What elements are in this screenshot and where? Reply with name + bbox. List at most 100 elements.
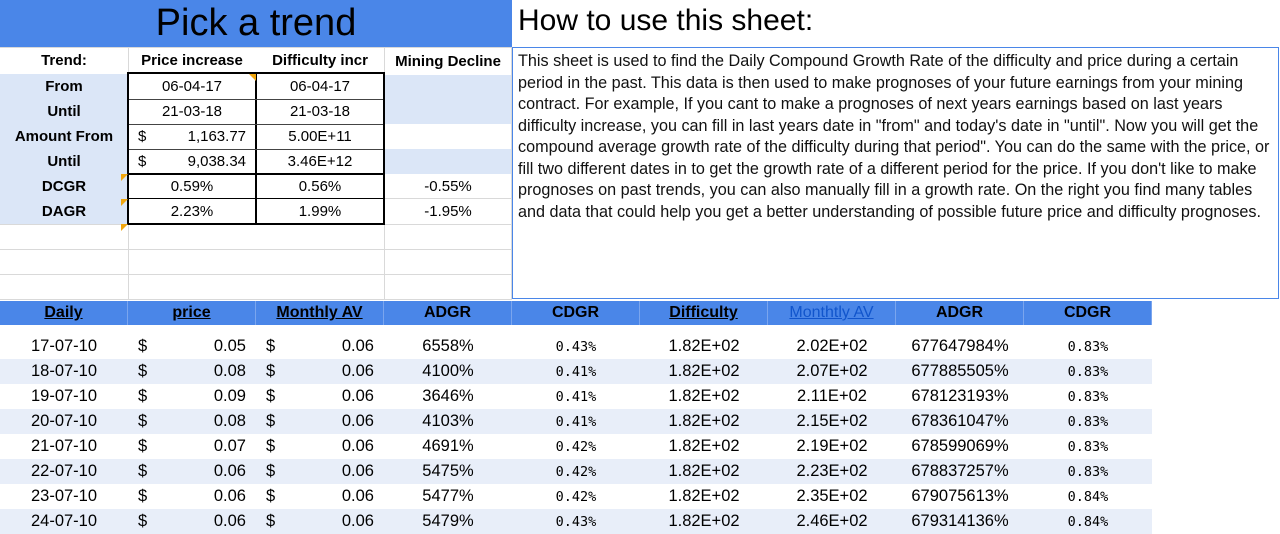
monthly-av-difficulty-cell[interactable]: 2.15E+02	[796, 412, 868, 430]
currency-symbol[interactable]: $	[138, 487, 148, 505]
price-amount-from-cell[interactable]: $ 1,163.77	[128, 124, 256, 149]
difficulty-dagr-cell[interactable]: 1.99%	[298, 203, 342, 220]
adgr-difficulty-cell[interactable]: 677885505%	[911, 362, 1009, 380]
amount-from-label[interactable]: Amount From	[0, 124, 128, 149]
difficulty-cell[interactable]: 1.82E+02	[668, 362, 740, 380]
adgr-difficulty-cell[interactable]: 679075613%	[911, 487, 1009, 505]
difficulty-amount-until-cell[interactable]: 3.46E+12	[287, 153, 353, 170]
cdgr-difficulty-cell[interactable]: 0.84%	[1067, 488, 1109, 505]
date-cell[interactable]: 19-07-10	[30, 387, 98, 405]
price-increase-header[interactable]: Price increase	[141, 51, 243, 69]
difficulty-amount-from-cell[interactable]: 5.00E+11	[288, 128, 352, 145]
monthly-av-difficulty-cell[interactable]: 2.35E+02	[796, 487, 868, 505]
price-cell[interactable]: 0.06	[213, 462, 246, 480]
difficulty-cell[interactable]: 1.82E+02	[668, 487, 740, 505]
adgr-difficulty-header[interactable]: ADGR	[896, 301, 1024, 325]
monthly-av-cell[interactable]: 0.06	[341, 362, 374, 380]
difficulty-cell[interactable]: 1.82E+02	[668, 437, 740, 455]
amount-until-label[interactable]: Until	[0, 149, 128, 174]
currency-symbol[interactable]: $	[138, 362, 148, 380]
howto-text-cell[interactable]: This sheet is used to find the Daily Com…	[512, 47, 1279, 299]
adgr-cell[interactable]: 5477%	[422, 487, 474, 505]
difficulty-until-cell[interactable]: 21-03-18	[289, 103, 351, 120]
currency-symbol[interactable]: $	[138, 412, 148, 430]
cdgr-cell[interactable]: 0.41%	[555, 388, 597, 405]
currency-symbol[interactable]: $	[138, 437, 148, 455]
date-cell[interactable]: 17-07-10	[30, 337, 98, 355]
price-cell[interactable]: 0.09	[213, 387, 246, 405]
currency-symbol[interactable]: $	[266, 412, 276, 430]
adgr-difficulty-cell[interactable]: 678123193%	[911, 387, 1009, 405]
currency-symbol[interactable]: $	[266, 462, 276, 480]
monthly-av-difficulty-cell[interactable]: 2.23E+02	[796, 462, 868, 480]
monthly-av-cell[interactable]: 0.06	[341, 462, 374, 480]
price-cell[interactable]: 0.06	[213, 487, 246, 505]
monthly-av-cell[interactable]: 0.06	[341, 412, 374, 430]
price-cell[interactable]: 0.05	[213, 337, 246, 355]
cdgr-cell[interactable]: 0.42%	[555, 463, 597, 480]
cdgr-cell[interactable]: 0.42%	[555, 438, 597, 455]
date-cell[interactable]: 23-07-10	[30, 487, 98, 505]
price-dagr-cell[interactable]: 2.23%	[170, 203, 214, 220]
cdgr-difficulty-cell[interactable]: 0.83%	[1067, 463, 1109, 480]
difficulty-header[interactable]: Difficulty	[640, 301, 768, 325]
difficulty-incr-header[interactable]: Difficulty incr	[272, 51, 368, 69]
monthly-av-header[interactable]: Monthly AV	[256, 301, 384, 325]
price-cell[interactable]: 0.07	[213, 437, 246, 455]
mining-empty-cell[interactable]	[385, 75, 511, 124]
currency-symbol[interactable]: $	[138, 512, 148, 530]
currency-symbol[interactable]: $	[266, 512, 276, 530]
monthly-av-cell[interactable]: 0.06	[341, 387, 374, 405]
adgr-cell[interactable]: 4691%	[422, 437, 474, 455]
currency-symbol[interactable]: $	[138, 337, 148, 355]
price-from-cell[interactable]: 06-04-17	[161, 78, 223, 95]
monthly-av-difficulty-cell[interactable]: 2.19E+02	[796, 437, 868, 455]
monthly-av-difficulty-cell[interactable]: 2.11E+02	[797, 387, 867, 405]
currency-symbol[interactable]: $	[266, 337, 276, 355]
mining-decline-header[interactable]: Mining Decline	[395, 53, 501, 70]
date-cell[interactable]: 20-07-10	[30, 412, 98, 430]
monthly-av-difficulty-cell[interactable]: 2.02E+02	[796, 337, 868, 355]
difficulty-cell[interactable]: 1.82E+02	[668, 412, 740, 430]
cdgr-cell[interactable]: 0.41%	[555, 413, 597, 430]
adgr-difficulty-cell[interactable]: 678837257%	[911, 462, 1009, 480]
mining-dcgr-cell[interactable]: -0.55%	[424, 178, 472, 195]
dagr-label[interactable]: DAGR	[0, 199, 128, 224]
monthly-av-cell[interactable]: 0.06	[341, 437, 374, 455]
monthly-av-cell[interactable]: 0.06	[341, 487, 374, 505]
difficulty-cell[interactable]: 1.82E+02	[668, 462, 740, 480]
price-cell[interactable]: 0.08	[213, 412, 246, 430]
adgr-difficulty-cell[interactable]: 678599069%	[911, 437, 1009, 455]
adgr-cell[interactable]: 3646%	[422, 387, 474, 405]
date-cell[interactable]: 18-07-10	[30, 362, 98, 380]
date-cell[interactable]: 22-07-10	[30, 462, 98, 480]
cdgr-difficulty-cell[interactable]: 0.83%	[1067, 438, 1109, 455]
adgr-difficulty-cell[interactable]: 678361047%	[911, 412, 1009, 430]
cdgr-cell[interactable]: 0.42%	[555, 488, 597, 505]
howto-heading[interactable]: How to use this sheet:	[518, 4, 814, 37]
cdgr-difficulty-cell[interactable]: 0.83%	[1067, 363, 1109, 380]
currency-symbol[interactable]: $	[266, 487, 276, 505]
difficulty-dcgr-cell[interactable]: 0.56%	[298, 178, 342, 195]
currency-symbol[interactable]: $	[138, 387, 148, 405]
mining-dagr-cell[interactable]: -1.95%	[424, 203, 472, 220]
cdgr-difficulty-cell[interactable]: 0.83%	[1067, 388, 1109, 405]
adgr-difficulty-cell[interactable]: 677647984%	[911, 337, 1009, 355]
adgr-cell[interactable]: 5475%	[422, 462, 474, 480]
price-until-cell[interactable]: 21-03-18	[161, 103, 223, 120]
cdgr-cell[interactable]: 0.43%	[555, 338, 597, 355]
cdgr-cell[interactable]: 0.41%	[555, 363, 597, 380]
from-label[interactable]: From	[0, 74, 128, 99]
difficulty-cell[interactable]: 1.82E+02	[668, 387, 740, 405]
currency-symbol[interactable]: $	[266, 387, 276, 405]
price-cell[interactable]: 0.08	[213, 362, 246, 380]
price-amount-until-cell[interactable]: $ 9,038.34	[128, 149, 256, 174]
cdgr-difficulty-cell[interactable]: 0.83%	[1067, 338, 1109, 355]
pick-a-trend-title[interactable]: Pick a trend	[0, 0, 512, 47]
adgr-header[interactable]: ADGR	[384, 301, 512, 325]
mining-empty-cell-2[interactable]	[385, 149, 511, 174]
adgr-cell[interactable]: 4103%	[422, 412, 474, 430]
difficulty-from-cell[interactable]: 06-04-17	[289, 78, 351, 95]
currency-symbol[interactable]: $	[138, 462, 148, 480]
price-dcgr-cell[interactable]: 0.59%	[170, 178, 214, 195]
